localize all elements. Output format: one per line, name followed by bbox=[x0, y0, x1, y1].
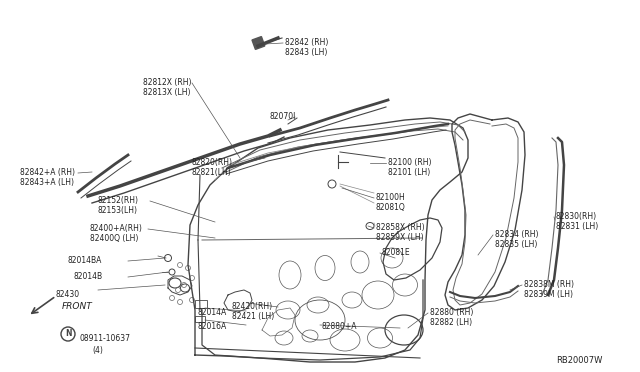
Bar bbox=[195, 300, 207, 308]
Text: 82101 (LH): 82101 (LH) bbox=[388, 168, 430, 177]
Text: 82838M (RH): 82838M (RH) bbox=[524, 280, 574, 289]
Text: 82813X (LH): 82813X (LH) bbox=[143, 88, 191, 97]
Text: 82882 (LH): 82882 (LH) bbox=[430, 318, 472, 327]
Text: 82400Q (LH): 82400Q (LH) bbox=[90, 234, 138, 243]
Text: 82835 (LH): 82835 (LH) bbox=[495, 240, 538, 249]
Text: 82421 (LH): 82421 (LH) bbox=[232, 312, 275, 321]
Text: 82016A: 82016A bbox=[198, 322, 227, 331]
Text: 08911-10637: 08911-10637 bbox=[80, 334, 131, 343]
Text: 82812X (RH): 82812X (RH) bbox=[143, 78, 191, 87]
Text: 82430: 82430 bbox=[55, 290, 79, 299]
Text: 82014BA: 82014BA bbox=[68, 256, 102, 265]
Text: 82831 (LH): 82831 (LH) bbox=[556, 222, 598, 231]
Text: 82830(RH): 82830(RH) bbox=[556, 212, 597, 221]
Text: 82842 (RH): 82842 (RH) bbox=[285, 38, 328, 47]
Text: 82153(LH): 82153(LH) bbox=[97, 206, 137, 215]
Text: FRONT: FRONT bbox=[62, 302, 93, 311]
Text: 82100H: 82100H bbox=[376, 193, 406, 202]
Text: 82081E: 82081E bbox=[382, 248, 411, 257]
Bar bbox=[252, 36, 265, 49]
Bar bbox=[195, 316, 205, 322]
Text: 82070I: 82070I bbox=[270, 112, 296, 121]
Text: (4): (4) bbox=[92, 346, 103, 355]
Text: 82820(RH): 82820(RH) bbox=[192, 158, 233, 167]
Text: 82843+A (LH): 82843+A (LH) bbox=[20, 178, 74, 187]
Text: 82880+A: 82880+A bbox=[322, 322, 358, 331]
Text: 82880 (RH): 82880 (RH) bbox=[430, 308, 474, 317]
Text: 82081Q: 82081Q bbox=[376, 203, 406, 212]
Text: 82420(RH): 82420(RH) bbox=[232, 302, 273, 311]
Text: 82843 (LH): 82843 (LH) bbox=[285, 48, 328, 57]
Text: RB20007W: RB20007W bbox=[556, 356, 602, 365]
Text: 82821(LH): 82821(LH) bbox=[192, 168, 232, 177]
Text: 82834 (RH): 82834 (RH) bbox=[495, 230, 538, 239]
Text: 82842+A (RH): 82842+A (RH) bbox=[20, 168, 75, 177]
Text: 82100 (RH): 82100 (RH) bbox=[388, 158, 431, 167]
Text: 82014A: 82014A bbox=[198, 308, 227, 317]
Text: N: N bbox=[65, 330, 71, 339]
Text: 82400+A(RH): 82400+A(RH) bbox=[90, 224, 143, 233]
Text: 82839M (LH): 82839M (LH) bbox=[524, 290, 573, 299]
Text: 82859X (LH): 82859X (LH) bbox=[376, 233, 424, 242]
Text: 82858X (RH): 82858X (RH) bbox=[376, 223, 424, 232]
Text: 82014B: 82014B bbox=[74, 272, 103, 281]
Text: 82152(RH): 82152(RH) bbox=[97, 196, 138, 205]
